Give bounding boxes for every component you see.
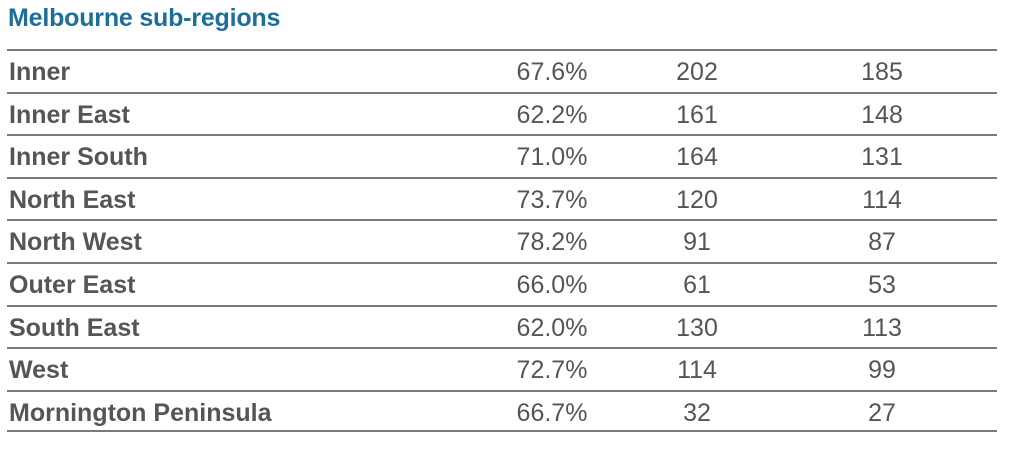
percentage-value: 72.7%	[516, 356, 588, 385]
count-value-2: 185	[861, 58, 903, 86]
count-value-2: 53	[868, 270, 896, 299]
table-row: West 72.7% 114 99	[7, 347, 997, 390]
region-name: North East	[9, 185, 136, 214]
count-value-1: 114	[677, 356, 717, 385]
percentage-value: 67.6%	[516, 58, 588, 86]
table-row: South East 62.0% 130 113	[7, 304, 997, 348]
percentage-value: 66.0%	[516, 270, 588, 299]
count-value-2: 113	[862, 313, 902, 342]
percentage-value: 78.2%	[516, 228, 588, 257]
count-value-1: 120	[676, 185, 718, 214]
table-row: Inner 67.6% 202 185	[7, 49, 997, 92]
data-table: Inner 67.6% 202 185 Inner East 62.2% 161…	[7, 49, 997, 433]
table-title: Melbourne sub-regions	[8, 4, 281, 32]
region-name: Inner	[9, 58, 71, 86]
count-value-1: 130	[676, 313, 718, 342]
count-value-1: 91	[683, 228, 711, 257]
percentage-value: 62.0%	[516, 313, 588, 342]
region-name: Inner East	[9, 100, 130, 129]
table-row: Inner East 62.2% 161 148	[7, 91, 997, 135]
count-value-1: 164	[676, 143, 718, 172]
region-name: South East	[9, 313, 140, 342]
table-row: Outer East 66.0% 61 53	[7, 261, 997, 305]
region-name: West	[9, 356, 69, 385]
table-row: Mornington Peninsula 66.7% 32 27	[7, 389, 997, 433]
count-value-1: 32	[683, 398, 711, 427]
count-value-2: 99	[868, 356, 896, 385]
percentage-value: 66.7%	[516, 398, 588, 427]
percentage-value: 62.2%	[516, 100, 588, 129]
region-name: North West	[9, 228, 142, 257]
count-value-2: 148	[861, 100, 903, 129]
percentage-value: 71.0%	[516, 143, 588, 172]
count-value-1: 202	[676, 58, 718, 86]
region-name: Mornington Peninsula	[9, 398, 272, 427]
table-row: North West 78.2% 91 87	[7, 219, 997, 262]
region-name: Inner South	[9, 143, 148, 172]
percentage-value: 73.7%	[516, 185, 588, 214]
count-value-1: 61	[683, 270, 711, 299]
count-value-1: 161	[676, 100, 718, 129]
count-value-2: 27	[868, 398, 896, 427]
count-value-2: 131	[861, 143, 903, 172]
region-name: Outer East	[9, 270, 136, 299]
count-value-2: 87	[868, 228, 896, 257]
table-row: North East 73.7% 120 114	[7, 176, 997, 220]
table-row: Inner South 71.0% 164 131	[7, 134, 997, 177]
count-value-2: 114	[862, 185, 902, 214]
